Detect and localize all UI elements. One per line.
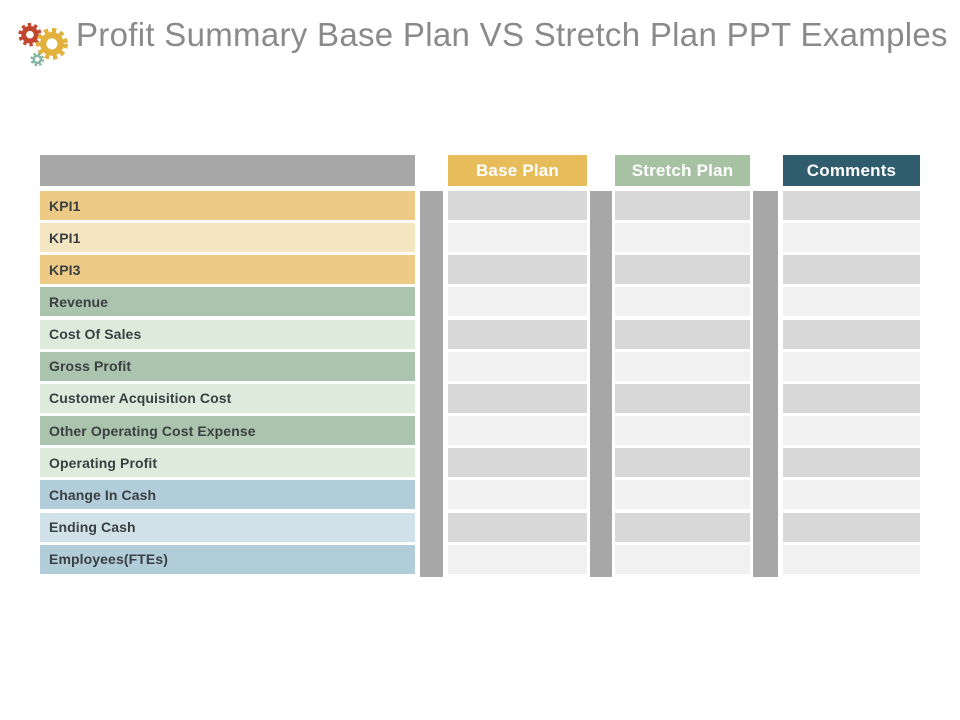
table-row: Change In Cash [40,480,920,512]
row-label: KPI1 [40,191,415,220]
comments-cell [783,544,920,574]
table-row: KPI1 [40,223,920,255]
stretch-plan-cell [615,512,750,542]
base-plan-cell [448,512,587,542]
comments-cell [783,383,920,413]
stretch-plan-cell [615,351,750,381]
base-plan-cell [448,319,587,349]
row-label: KPI3 [40,255,415,285]
gears-icon [18,23,68,67]
column-header-stretch-plan: Stretch Plan [615,155,750,186]
row-label: Change In Cash [40,480,415,510]
table-row: Revenue [40,287,920,319]
table-row: Operating Profit [40,448,920,480]
profit-summary-table: Base Plan Stretch Plan Comments KPI1 KPI… [40,155,920,577]
comments-cell [783,416,920,446]
base-plan-cell [448,223,587,253]
table-row: KPI1 [40,191,920,223]
row-label: Cost Of Sales [40,319,415,349]
gear-red [18,23,42,47]
stretch-plan-cell [615,319,750,349]
table-row: Customer Acquisition Cost [40,383,920,416]
stretch-plan-cell [615,287,750,317]
comments-cell [783,255,920,285]
table-row: Ending Cash [40,512,920,545]
stretch-plan-cell [615,480,750,510]
base-plan-cell [448,383,587,413]
table-row: Employees(FTEs) [40,544,920,577]
comments-cell [783,223,920,253]
stretch-plan-cell [615,223,750,253]
comments-cell [783,191,920,220]
comments-cell [783,351,920,381]
table-row: KPI3 [40,255,920,287]
stretch-plan-cell [615,191,750,220]
stretch-plan-cell [615,383,750,413]
row-label: Ending Cash [40,512,415,542]
table-body: KPI1 KPI1 KPI3 Revenue Cost Of Sales Gro… [40,191,920,577]
base-plan-cell [448,191,587,220]
table-row: Gross Profit [40,351,920,384]
stretch-plan-cell [615,255,750,285]
row-label: Other Operating Cost Expense [40,416,415,446]
comments-cell [783,287,920,317]
base-plan-cell [448,416,587,446]
column-divider [420,191,443,577]
gear-yellow [35,27,68,60]
base-plan-cell [448,480,587,510]
column-header-comments: Comments [783,155,920,186]
comments-cell [783,319,920,349]
row-label: Employees(FTEs) [40,544,415,574]
column-header-base-plan: Base Plan [448,155,587,186]
stretch-plan-cell [615,416,750,446]
gear-teal [30,52,45,67]
base-plan-cell [448,351,587,381]
row-label: Revenue [40,287,415,317]
column-divider [590,191,612,577]
stretch-plan-cell [615,448,750,478]
comments-cell [783,480,920,510]
column-divider [753,191,778,577]
base-plan-cell [448,544,587,574]
row-label: Operating Profit [40,448,415,478]
table-row: Cost Of Sales [40,319,920,352]
base-plan-cell [448,448,587,478]
base-plan-cell [448,255,587,285]
stretch-plan-cell [615,544,750,574]
row-label: KPI1 [40,223,415,253]
row-label: Customer Acquisition Cost [40,383,415,413]
table-corner-cell [40,155,415,186]
table-row: Other Operating Cost Expense [40,416,920,448]
base-plan-cell [448,287,587,317]
comments-cell [783,512,920,542]
page-title: Profit Summary Base Plan VS Stretch Plan… [76,16,948,53]
comments-cell [783,448,920,478]
row-label: Gross Profit [40,351,415,381]
